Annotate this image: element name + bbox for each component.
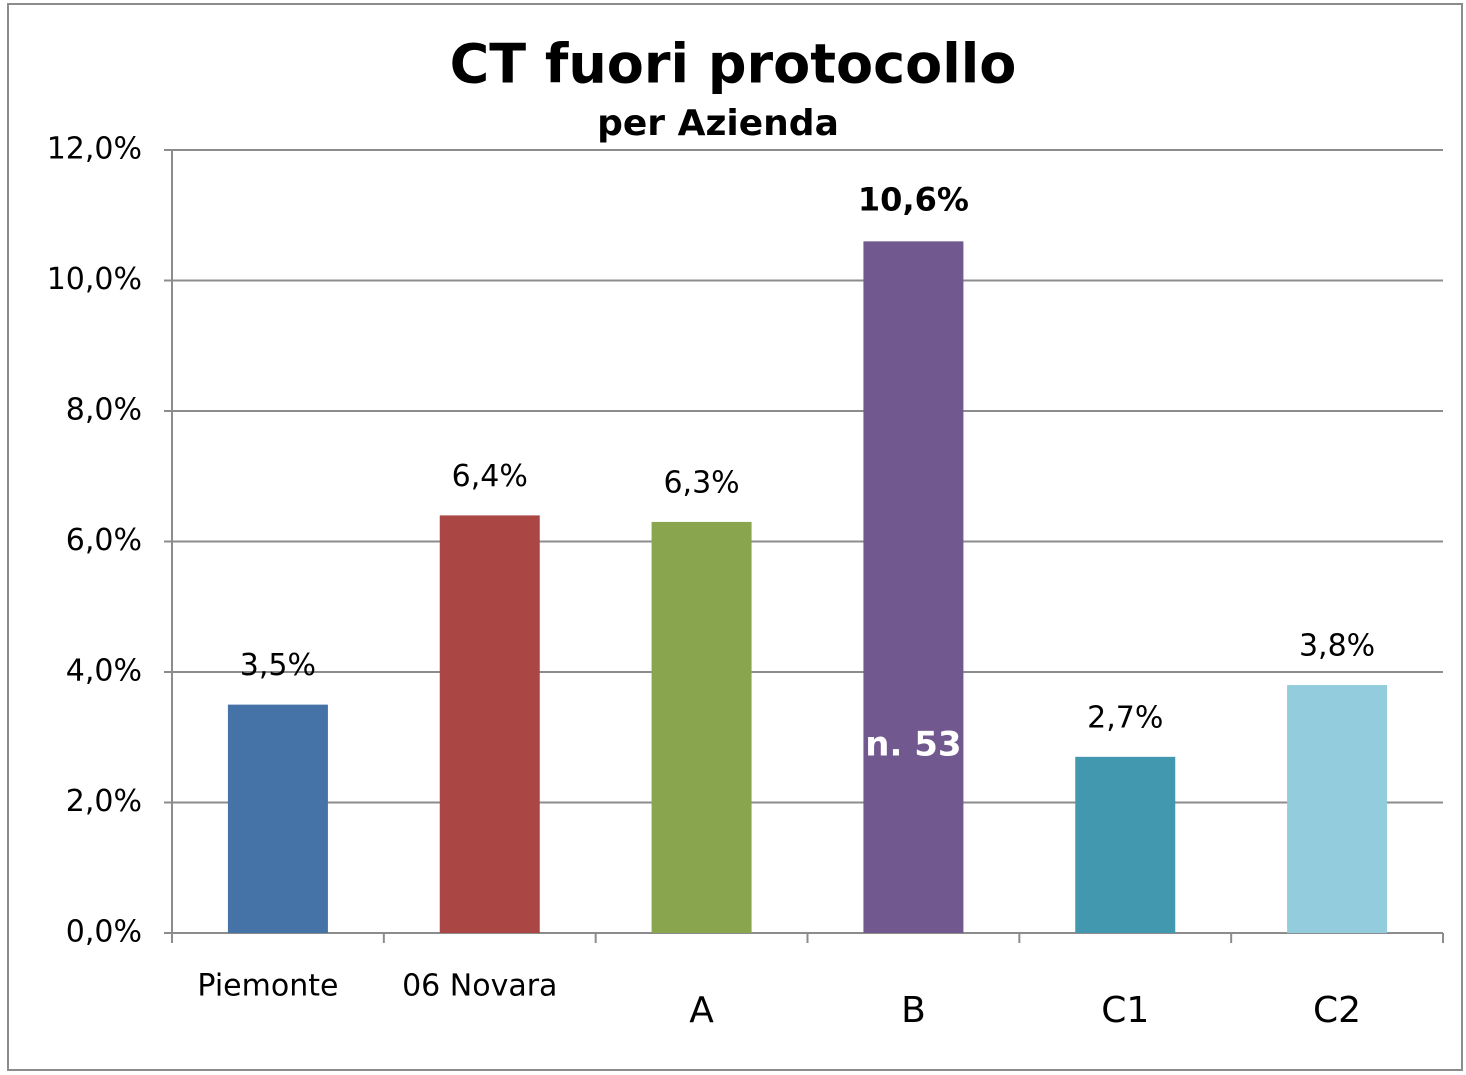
y-tick-label: 10,0% (47, 262, 142, 297)
y-tick-label: 12,0% (47, 132, 142, 167)
value-label: 2,7% (1087, 700, 1163, 735)
chart-subtitle: per Azienda (597, 103, 839, 144)
y-tick-label: 6,0% (66, 523, 142, 558)
bar (1075, 756, 1176, 933)
value-label: 3,8% (1299, 629, 1375, 664)
value-label: 3,5% (240, 648, 316, 683)
bar (227, 704, 328, 933)
x-tick-label: Piemonte (197, 969, 338, 1004)
chart-title: CT fuori protocollo (450, 33, 1017, 96)
x-tick-label: 06 Novara (402, 969, 557, 1004)
x-tick-label: C2 (1313, 990, 1361, 1031)
bar (651, 521, 752, 933)
y-tick-label: 4,0% (66, 654, 142, 689)
bar (863, 241, 964, 934)
bar (439, 515, 540, 933)
y-tick-label: 0,0% (66, 915, 142, 950)
annotation: n. 53 (865, 725, 961, 765)
x-tick-label: B (901, 990, 926, 1031)
value-label: 6,3% (663, 465, 739, 500)
x-tick-label: A (689, 990, 714, 1031)
y-tick-label: 2,0% (66, 784, 142, 819)
x-tick-label: C1 (1101, 990, 1149, 1031)
value-label: 6,4% (452, 459, 528, 494)
chart-frame (7, 3, 1463, 1071)
value-label: 10,6% (858, 180, 969, 218)
bar (1287, 685, 1388, 933)
y-tick-label: 8,0% (66, 393, 142, 428)
